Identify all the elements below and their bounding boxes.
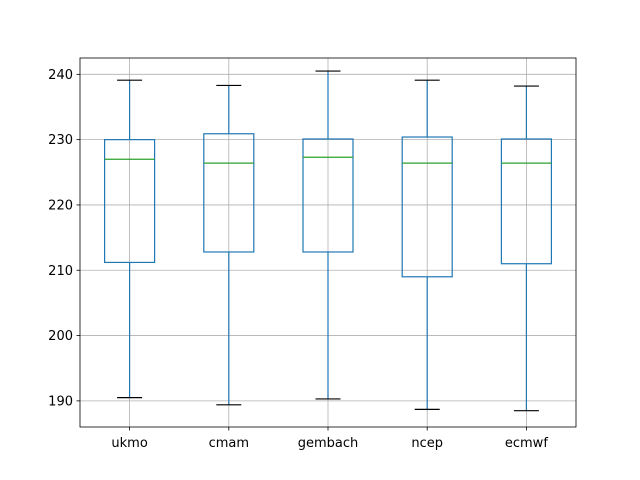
y-tick-label: 190 [48,394,73,409]
y-tick-label: 220 [48,198,73,213]
box-ncep [401,79,453,410]
box-cmam [203,84,255,406]
x-tick-label: ncep [411,436,443,451]
x-axis: ukmo cmam gembach ncep ecmwf [111,427,548,451]
box-gembach [302,70,354,400]
box-series [103,70,552,412]
box-body [103,139,156,264]
y-axis: 190 200 210 220 230 240 [48,68,80,409]
box-body [401,136,453,278]
x-tick-label: ukmo [111,436,147,451]
y-tick-label: 210 [48,264,73,279]
box-ukmo [103,79,156,399]
box-body [203,133,255,253]
x-tick-label: cmam [209,436,249,451]
box-body [500,138,552,265]
box-body [302,138,354,253]
x-tick-label: ecmwf [505,436,548,451]
y-tick-label: 230 [48,133,73,148]
y-tick-label: 200 [48,329,73,344]
y-tick-label: 240 [48,68,73,83]
box-ecmwf [500,85,552,412]
x-tick-label: gembach [298,436,359,451]
